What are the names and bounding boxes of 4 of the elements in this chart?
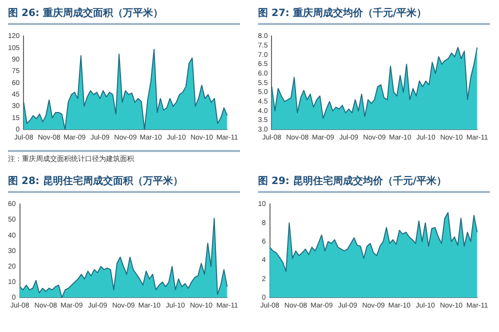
chart-title: 图 26: 重庆周成交面积（万平米） (8, 6, 240, 25)
chart-title: 图 27: 重庆周成交均价（千元/平米） (258, 6, 490, 25)
chart-title: 图 29: 昆明住宅周成交均价（千元/平米） (258, 174, 490, 193)
chart-title: 图 28: 昆明住宅周成交面积（万平米） (8, 174, 240, 193)
